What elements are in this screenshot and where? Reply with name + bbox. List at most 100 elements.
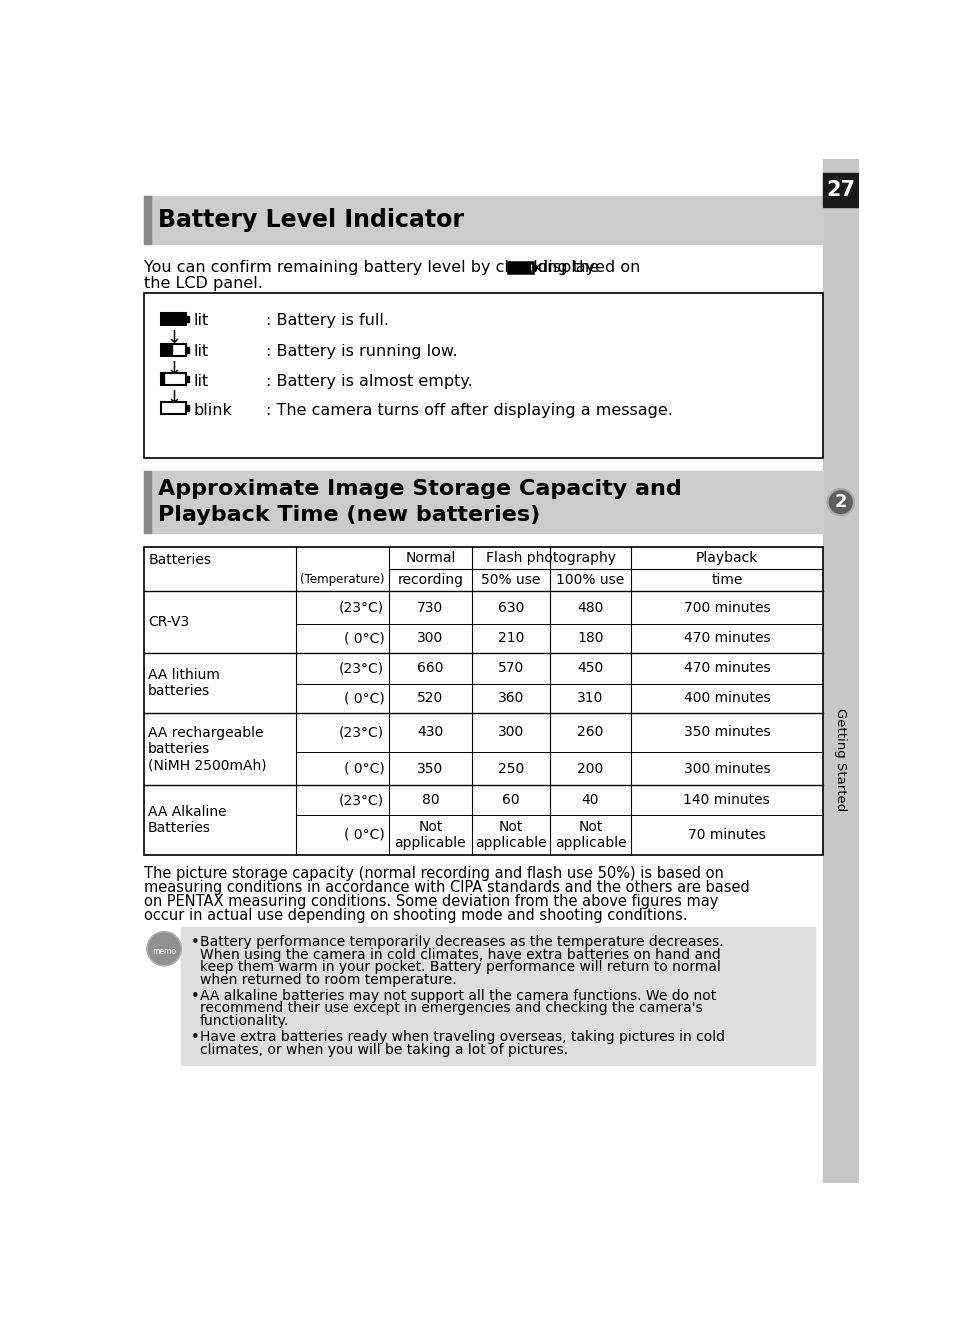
Text: Flash photography: Flash photography — [486, 552, 616, 565]
Text: 300: 300 — [497, 726, 523, 739]
Text: 180: 180 — [577, 631, 603, 646]
Text: 350: 350 — [416, 762, 443, 776]
Bar — [822, 173, 858, 207]
Text: displayed on: displayed on — [537, 259, 639, 275]
Text: ↓: ↓ — [166, 389, 181, 407]
Text: 730: 730 — [416, 601, 443, 614]
Text: Have extra batteries ready when traveling overseas, taking pictures in cold: Have extra batteries ready when travelin… — [199, 1030, 724, 1045]
Text: : Battery is almost empty.: : Battery is almost empty. — [266, 373, 473, 388]
Bar — [822, 159, 858, 1183]
Text: 2: 2 — [834, 493, 846, 512]
Text: Battery Level Indicator: Battery Level Indicator — [158, 209, 463, 233]
Text: occur in actual use depending on shooting mode and shooting conditions.: occur in actual use depending on shootin… — [144, 908, 687, 924]
Bar — [144, 292, 822, 459]
Text: 400 minutes: 400 minutes — [682, 691, 769, 706]
Text: blink: blink — [193, 403, 233, 417]
Text: ( 0°C): ( 0°C) — [343, 631, 384, 646]
Text: 350 minutes: 350 minutes — [682, 726, 769, 739]
Text: recommend their use except in emergencies and checking the camera's: recommend their use except in emergencie… — [199, 1002, 701, 1015]
Text: : Battery is full.: : Battery is full. — [266, 314, 389, 328]
Text: When using the camera in cold climates, have extra batteries on hand and: When using the camera in cold climates, … — [199, 948, 720, 962]
Text: Batteries: Batteries — [149, 553, 212, 567]
Bar — [533, 266, 536, 270]
Text: ( 0°C): ( 0°C) — [343, 828, 384, 841]
Text: when returned to room temperature.: when returned to room temperature. — [199, 973, 456, 987]
Text: 470 minutes: 470 minutes — [682, 631, 769, 646]
Bar — [186, 376, 189, 381]
Bar — [181, 928, 815, 1065]
Text: •: • — [191, 989, 199, 1003]
Bar — [162, 344, 172, 355]
Text: ↓: ↓ — [166, 328, 181, 347]
Text: AA rechargeable
batteries
(NiMH 2500mAh): AA rechargeable batteries (NiMH 2500mAh) — [148, 726, 266, 772]
Bar — [161, 312, 186, 326]
Text: climates, or when you will be taking a lot of pictures.: climates, or when you will be taking a l… — [199, 1043, 567, 1057]
Bar — [161, 403, 186, 415]
Bar — [186, 316, 189, 322]
Text: Playback: Playback — [695, 552, 758, 565]
Bar — [509, 263, 530, 272]
Text: Approximate Image Storage Capacity and: Approximate Image Storage Capacity and — [158, 478, 681, 498]
Text: lit: lit — [193, 373, 209, 388]
Circle shape — [827, 489, 853, 516]
Text: : The camera turns off after displaying a message.: : The camera turns off after displaying … — [266, 403, 673, 417]
Text: 50% use: 50% use — [481, 573, 540, 587]
Text: : Battery is running low.: : Battery is running low. — [266, 344, 457, 359]
Text: 60: 60 — [501, 793, 519, 807]
Text: Normal: Normal — [405, 552, 456, 565]
Text: keep them warm in your pocket. Battery performance will return to normal: keep them warm in your pocket. Battery p… — [199, 961, 720, 974]
Text: 250: 250 — [497, 762, 523, 776]
Bar — [508, 262, 533, 274]
Text: (Temperature): (Temperature) — [300, 573, 384, 586]
Text: 630: 630 — [497, 601, 523, 614]
Text: Not
applicable: Not applicable — [554, 820, 625, 849]
Text: 70 minutes: 70 minutes — [687, 828, 765, 841]
Text: •: • — [191, 1030, 199, 1045]
Text: recording: recording — [397, 573, 463, 587]
Text: ( 0°C): ( 0°C) — [343, 691, 384, 706]
Text: 27: 27 — [825, 181, 855, 201]
Text: CR-V3: CR-V3 — [148, 615, 189, 629]
Text: 210: 210 — [497, 631, 523, 646]
Text: The picture storage capacity (normal recording and flash use 50%) is based on: The picture storage capacity (normal rec… — [144, 865, 723, 881]
Bar — [161, 343, 186, 356]
Text: 300: 300 — [416, 631, 443, 646]
Text: functionality.: functionality. — [199, 1014, 289, 1029]
Text: 260: 260 — [577, 726, 603, 739]
Text: AA alkaline batteries may not support all the camera functions. We do not: AA alkaline batteries may not support al… — [199, 989, 716, 1003]
Text: •: • — [191, 934, 199, 950]
Text: 450: 450 — [577, 662, 603, 675]
Text: ( 0°C): ( 0°C) — [343, 762, 384, 776]
Text: Not
applicable: Not applicable — [395, 820, 466, 849]
Text: (23°C): (23°C) — [339, 793, 384, 807]
Bar — [144, 546, 822, 855]
Text: 40: 40 — [581, 793, 598, 807]
Text: measuring conditions in accordance with CIPA standards and the others are based: measuring conditions in accordance with … — [144, 880, 749, 894]
Circle shape — [147, 932, 181, 966]
Text: (23°C): (23°C) — [339, 726, 384, 739]
Text: 300 minutes: 300 minutes — [682, 762, 769, 776]
Text: Not
applicable: Not applicable — [475, 820, 546, 849]
Text: 660: 660 — [416, 662, 443, 675]
Text: on PENTAX measuring conditions. Some deviation from the above figures may: on PENTAX measuring conditions. Some dev… — [144, 894, 718, 909]
Bar — [144, 197, 822, 245]
Text: lit: lit — [193, 344, 209, 359]
Bar — [144, 197, 151, 245]
Text: 80: 80 — [421, 793, 438, 807]
Text: memo: memo — [152, 948, 176, 957]
Text: 200: 200 — [577, 762, 603, 776]
Text: 570: 570 — [497, 662, 523, 675]
Bar — [186, 347, 189, 352]
Text: 140 minutes: 140 minutes — [682, 793, 769, 807]
Text: 480: 480 — [577, 601, 603, 614]
Text: Battery performance temporarily decreases as the temperature decreases.: Battery performance temporarily decrease… — [199, 934, 722, 949]
Bar — [186, 405, 189, 411]
Text: Getting Started: Getting Started — [834, 708, 846, 812]
Text: Playback Time (new batteries): Playback Time (new batteries) — [158, 505, 539, 525]
Text: 700 minutes: 700 minutes — [682, 601, 769, 614]
Text: 360: 360 — [497, 691, 523, 706]
Text: AA lithium
batteries: AA lithium batteries — [148, 668, 219, 698]
Text: AA Alkaline
Batteries: AA Alkaline Batteries — [148, 805, 226, 835]
Bar — [162, 314, 184, 324]
Text: (23°C): (23°C) — [339, 601, 384, 614]
